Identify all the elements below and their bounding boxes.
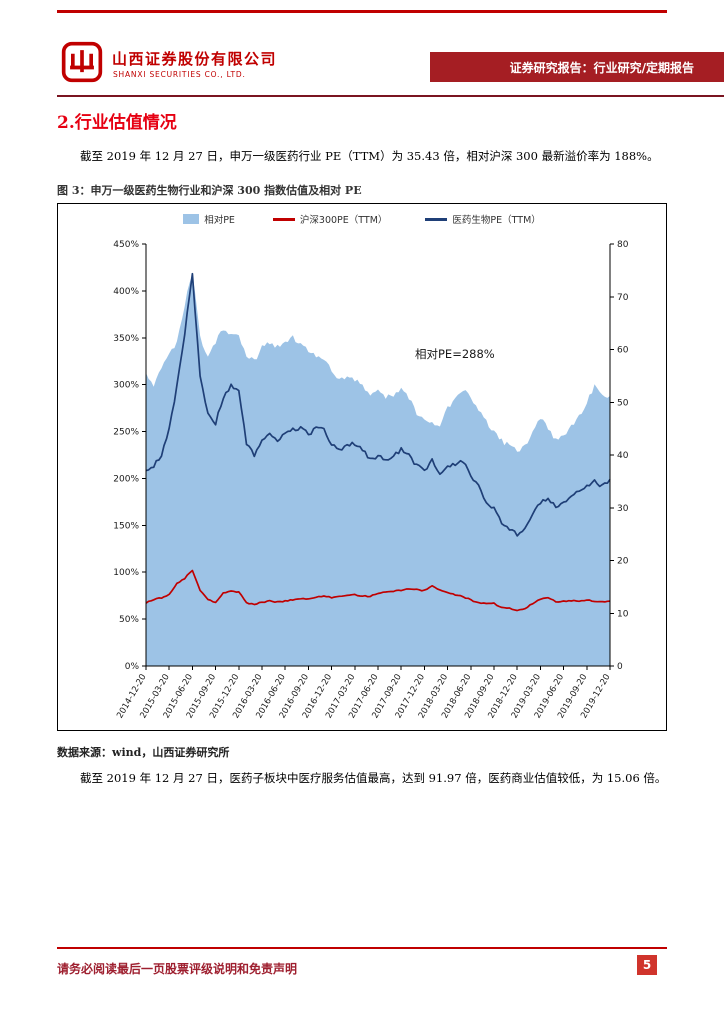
right-axis-tick: 60: [617, 346, 629, 356]
page-number-badge: 5: [637, 955, 657, 975]
chart-legend: 相对PE 沪深300PE（TTM） 医药生物PE（TTM）: [58, 212, 666, 226]
figure3-pe-chart: 相对PE 沪深300PE（TTM） 医药生物PE（TTM） 0% 50% 100% 150…: [57, 203, 667, 731]
left-axis-tick: 150%: [113, 521, 139, 531]
legend-item-2: 医药生物PE（TTM）: [425, 212, 541, 226]
legend-swatch-line-icon: [272, 217, 295, 221]
left-axis-tick: 350%: [113, 334, 139, 344]
data-source: 数据来源：wind，山西证券研究所: [57, 746, 230, 759]
chart-annotation: 相对PE=288%: [415, 347, 495, 361]
paragraph-subsector-valuation: 截至 2019 年 12 月 27 日，医药子板块中医疗服务估值最高，达到 91…: [80, 771, 667, 785]
legend-label: 沪深300PE（TTM）: [299, 215, 388, 226]
legend-item-0: 相对PE: [183, 212, 235, 226]
header-rule: [57, 95, 724, 97]
legend-swatch-area-icon: [183, 214, 200, 224]
paragraph-valuation-summary: 截至 2019 年 12 月 27 日，申万一级医药行业 PE（TTM）为 35…: [80, 149, 659, 163]
left-axis-tick: 450%: [113, 240, 139, 250]
right-axis-tick: 30: [617, 504, 629, 514]
left-axis-tick: 300%: [113, 381, 139, 391]
left-axis-tick: 400%: [113, 287, 139, 297]
right-axis-tick: 50: [617, 398, 629, 408]
right-axis-tick: 80: [617, 240, 629, 250]
legend-swatch-line-icon: [425, 217, 448, 221]
company-name-en: SHANXI SECURITIES CO., LTD.: [113, 70, 246, 79]
series-line-1: [145, 569, 611, 612]
right-axis-tick: 20: [617, 557, 629, 567]
report-type-banner: 证券研究报告：行业研究/定期报告: [430, 52, 724, 82]
left-axis-tick: 200%: [113, 474, 139, 484]
company-name-cn: 山西证券股份有限公司: [112, 50, 278, 68]
relative-pe-area: [146, 274, 610, 666]
top-rule: [57, 10, 667, 13]
company-logo-icon: [60, 40, 104, 84]
footer-disclaimer: 请务必阅读最后一页股票评级说明和免责声明: [57, 962, 298, 976]
legend-item-1: 沪深300PE（TTM）: [272, 212, 388, 226]
pe-chart-svg: 0% 50% 100% 150% 200% 250% 300% 350% 400% 450% 0 10…: [113, 240, 629, 720]
right-axis-tick: 10: [617, 609, 629, 619]
right-axis-tick: 0: [617, 662, 623, 672]
section-title: 2.行业估值情况: [57, 113, 177, 133]
figure-caption: 图 3：申万一级医药生物行业和沪深 300 指数估值及相对 PE: [57, 184, 362, 197]
left-axis-tick: 100%: [113, 568, 139, 578]
right-axis-tick: 40: [617, 451, 629, 461]
legend-label: 相对PE: [204, 215, 235, 226]
right-axis-tick: 70: [617, 293, 629, 303]
legend-label: 医药生物PE（TTM）: [452, 215, 541, 226]
footer-rule: [57, 947, 667, 949]
left-axis-tick: 50%: [119, 615, 139, 625]
left-axis-tick: 0%: [125, 662, 140, 672]
series-line-2: [145, 272, 611, 537]
left-axis-tick: 250%: [113, 428, 139, 438]
